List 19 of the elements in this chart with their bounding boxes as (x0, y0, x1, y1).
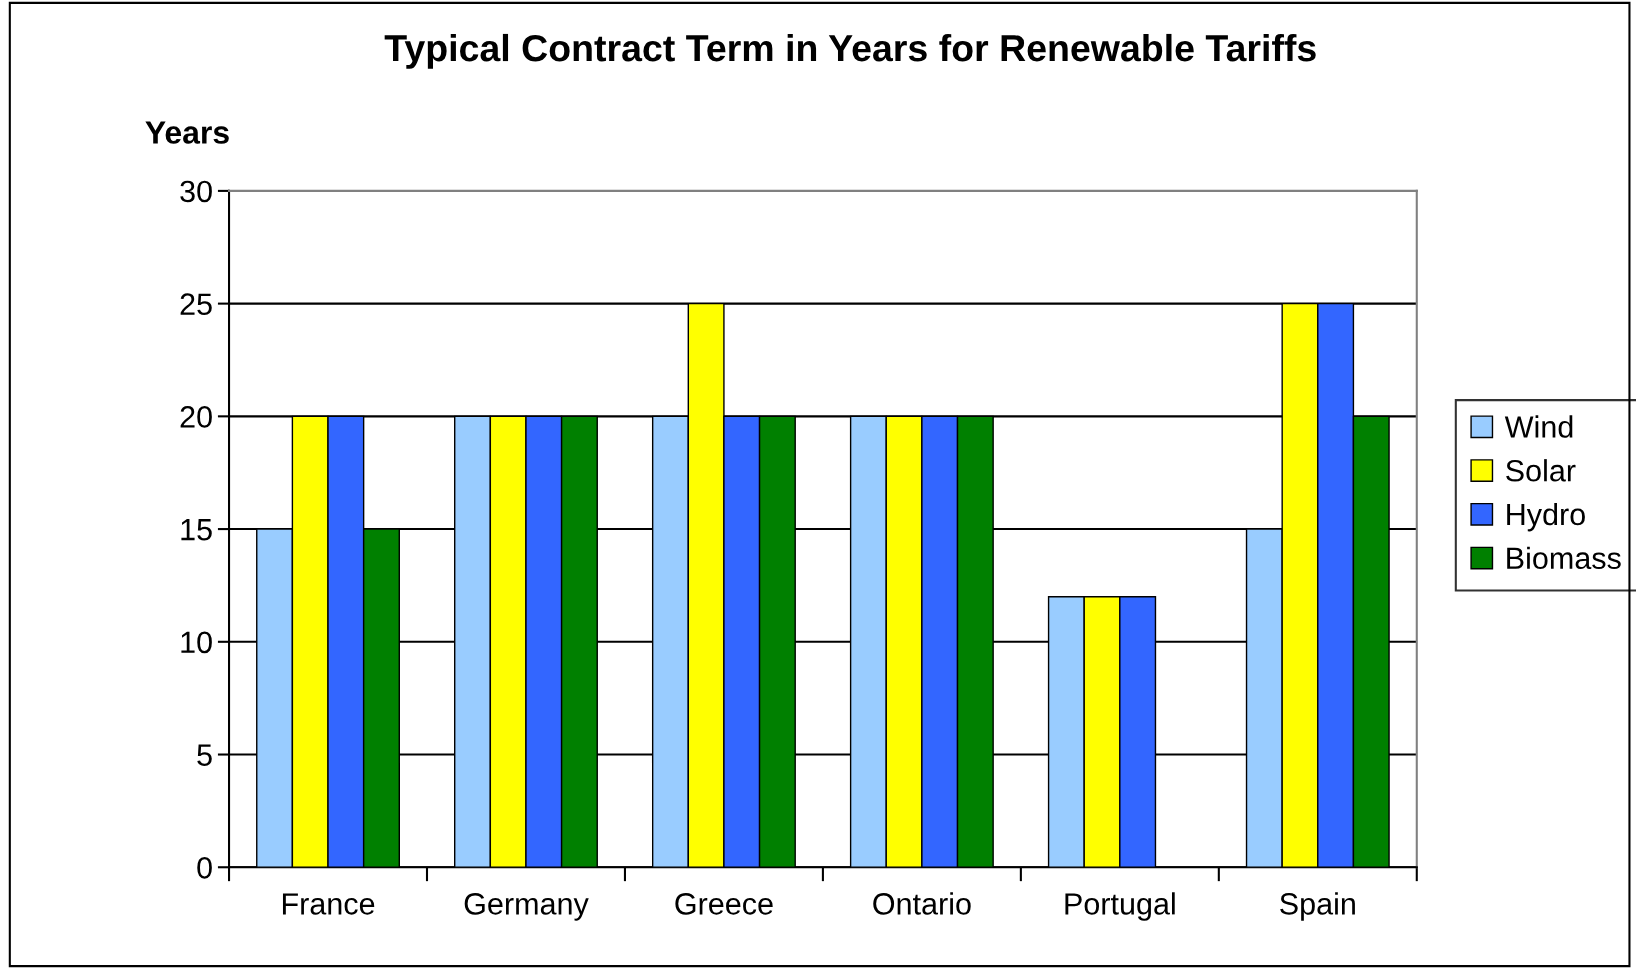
x-tick-label: Portugal (1065, 892, 1175, 921)
chart-title: Typical Contract Term in Years for Renewable Tariffs (384, 33, 1316, 69)
legend-label: Wind (1504, 415, 1573, 438)
legend-label: Hydro (1507, 502, 1585, 532)
y-tick-label: 5 (197, 744, 212, 766)
y-tick-label: 25 (180, 293, 212, 315)
y-tick-label: 20 (180, 406, 212, 428)
legend-label: Biomass (1507, 546, 1621, 570)
y-axis-title: Years (145, 121, 229, 144)
x-tick-label: Ontario (873, 892, 971, 915)
x-tick-label: Germany (464, 893, 589, 921)
x-tick-label: France (282, 893, 375, 915)
y-tick-label: 0 (197, 856, 212, 879)
x-tick-label: Greece (675, 893, 773, 915)
y-tick-label: 30 (180, 180, 212, 203)
legend-label: Solar (1506, 459, 1576, 482)
x-tick-label: Spain (1280, 892, 1355, 921)
y-tick-label: 10 (181, 631, 212, 654)
y-tick-label: 15 (181, 519, 212, 541)
